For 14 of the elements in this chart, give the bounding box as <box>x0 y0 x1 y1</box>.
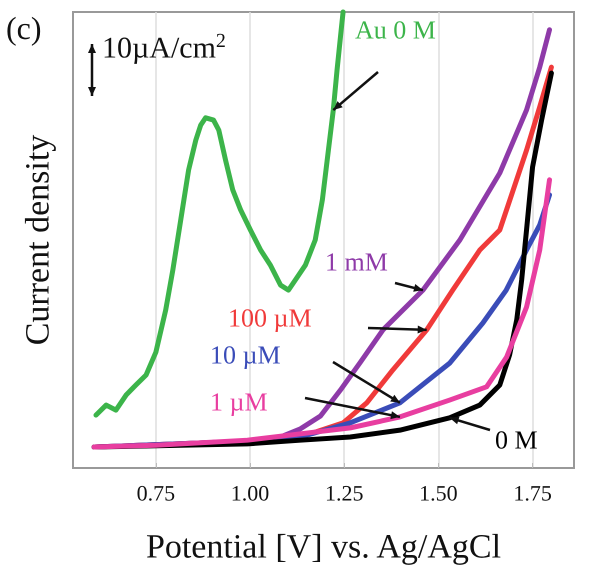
x-tick-label: 1.75 <box>513 480 552 506</box>
y-axis-title: Current density <box>20 134 56 346</box>
series-label: 1 µM <box>210 388 268 416</box>
x-tick-label: 1.00 <box>230 480 270 506</box>
text: 100 µM <box>228 304 312 332</box>
x-tick-label: 1.50 <box>419 480 458 506</box>
x-tick-label: 1.25 <box>324 480 364 506</box>
series-label: 1 mM <box>325 248 388 276</box>
text: (c) <box>6 10 42 46</box>
x-tick-label: 0.75 <box>136 480 176 506</box>
text: 10 µM <box>210 340 281 370</box>
series-label: 0 M <box>495 426 538 454</box>
series-label: Au 0 M <box>355 16 436 44</box>
x-axis-title: Potential [V] vs. Ag/AgCl <box>146 528 502 566</box>
